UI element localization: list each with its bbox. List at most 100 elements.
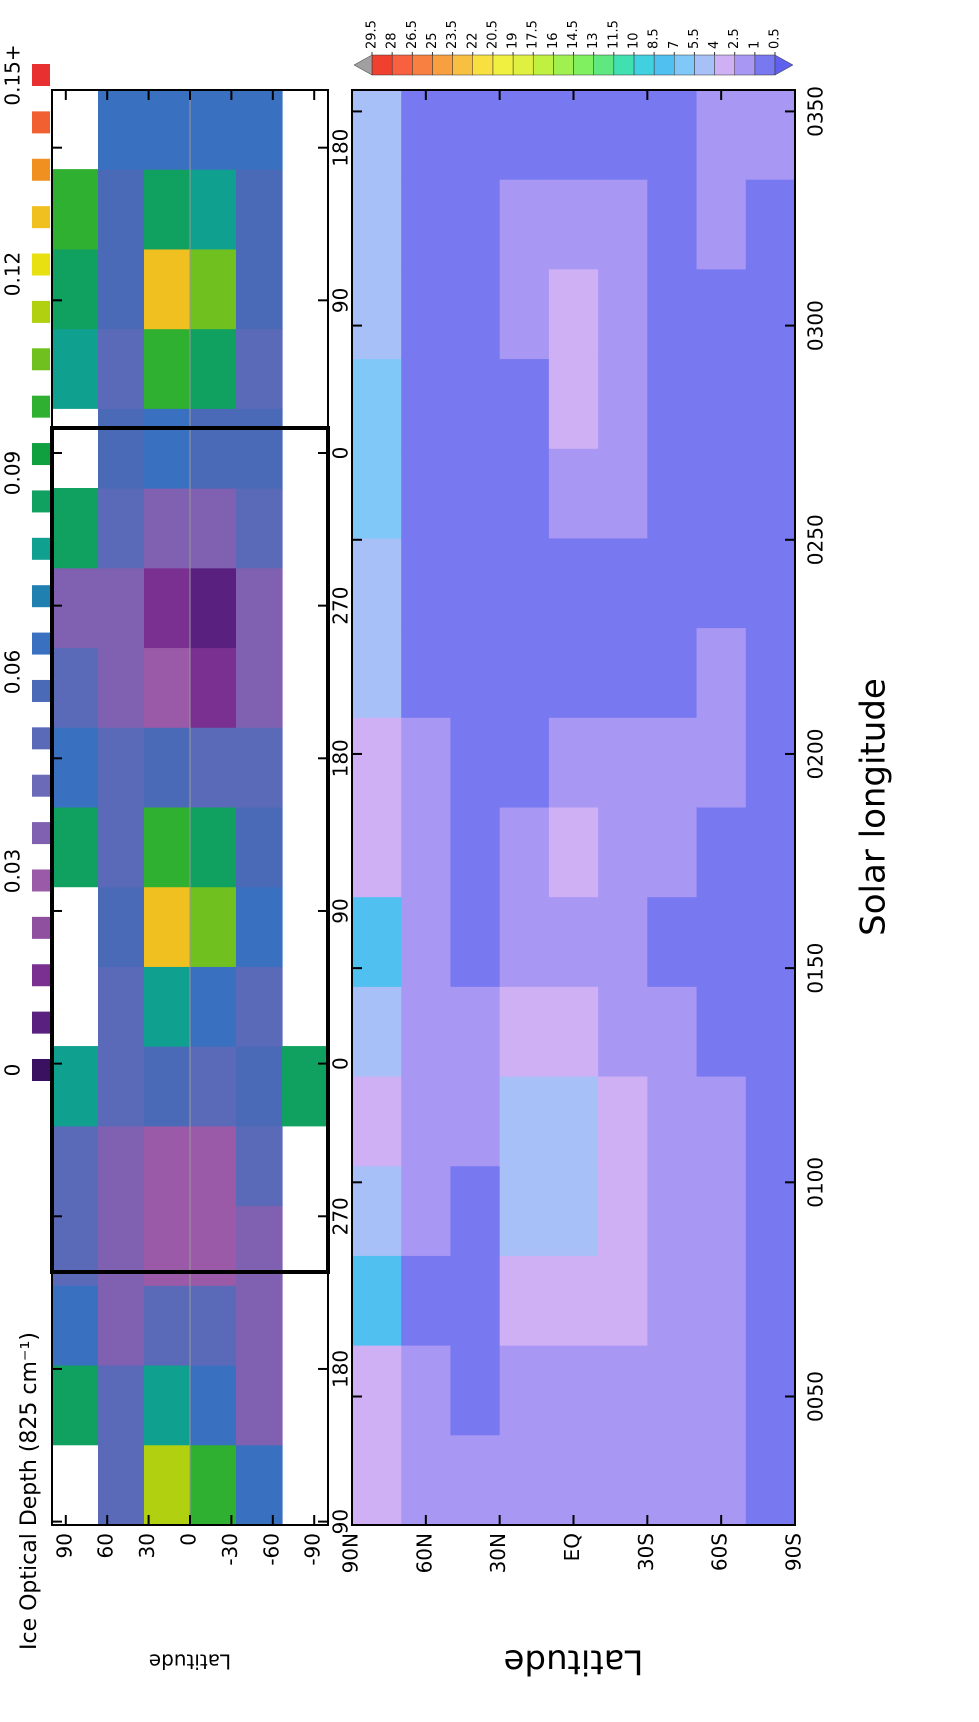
heatmap-cell bbox=[144, 1364, 191, 1446]
legend-swatch bbox=[32, 632, 50, 655]
heatmap-cell bbox=[52, 647, 99, 728]
heatmap-cell bbox=[548, 627, 599, 718]
colorbar-label: 7 bbox=[667, 41, 682, 49]
y-tick-label: -90 bbox=[301, 1533, 325, 1566]
heatmap-cell bbox=[98, 169, 145, 250]
heatmap-cell bbox=[401, 806, 452, 898]
heatmap-cell bbox=[598, 806, 648, 898]
heatmap-cell bbox=[144, 1205, 191, 1286]
heatmap-cell bbox=[598, 1345, 648, 1436]
heatmap-cell bbox=[236, 248, 283, 330]
legend-label: 0 bbox=[1, 1064, 25, 1077]
heatmap-cell bbox=[450, 627, 501, 718]
heatmap-cell bbox=[236, 647, 283, 728]
legend-swatch bbox=[32, 585, 50, 608]
heatmap-cell bbox=[696, 1345, 747, 1436]
heatmap-cell bbox=[401, 358, 452, 449]
heatmap-cell bbox=[598, 1165, 648, 1256]
heatmap-cell bbox=[548, 1434, 599, 1525]
heatmap-cell bbox=[236, 1364, 283, 1446]
heatmap-cell bbox=[647, 1434, 698, 1525]
legend-swatch bbox=[32, 1059, 50, 1081]
heatmap-cell bbox=[696, 448, 747, 539]
heatmap-cell bbox=[745, 627, 796, 718]
x-tick-label: 270 bbox=[329, 587, 353, 625]
heatmap-cell bbox=[98, 647, 145, 728]
heatmap-cell bbox=[98, 89, 145, 170]
colorbar-label: 0.5 bbox=[768, 28, 783, 49]
heatmap-cell bbox=[52, 488, 99, 569]
y-tick-label: 60 bbox=[94, 1533, 118, 1558]
heatmap-cell bbox=[190, 1205, 237, 1286]
legend-swatch bbox=[32, 253, 50, 276]
x-tick-label: 0050 bbox=[804, 1371, 828, 1422]
colorbar-box bbox=[633, 54, 655, 76]
heatmap-cell bbox=[499, 1165, 550, 1256]
heatmap-cell bbox=[352, 896, 402, 987]
heatmap-cell bbox=[696, 1434, 747, 1525]
heatmap-cell bbox=[745, 448, 796, 539]
heatmap-cell bbox=[144, 647, 191, 728]
colorbar-box bbox=[714, 54, 735, 76]
heatmap-cell bbox=[647, 358, 698, 449]
heatmap-cell bbox=[696, 986, 747, 1077]
heatmap-cell bbox=[499, 537, 550, 629]
heatmap-cell bbox=[450, 896, 501, 987]
y-tick-label: 90 bbox=[52, 1533, 76, 1558]
heatmap-cell bbox=[745, 1434, 796, 1525]
heatmap-cell bbox=[499, 1345, 550, 1436]
legend-label: 0.15+ bbox=[1, 44, 25, 105]
x-tick-label: 0350 bbox=[804, 86, 828, 137]
colorbar-box bbox=[432, 54, 453, 76]
heatmap-cell bbox=[236, 1285, 283, 1366]
colorbar-box bbox=[613, 54, 635, 76]
heatmap-cell bbox=[98, 1364, 145, 1446]
heatmap-cell bbox=[548, 986, 599, 1077]
heatmap-cell bbox=[236, 567, 283, 649]
heatmap-cell bbox=[190, 1444, 237, 1525]
heatmap-cell bbox=[236, 1125, 283, 1207]
heatmap-cell bbox=[548, 89, 599, 180]
heatmap-cell bbox=[647, 1075, 698, 1167]
heatmap-cell bbox=[450, 1434, 501, 1525]
heatmap-cell bbox=[745, 1075, 796, 1167]
heatmap-cell bbox=[352, 537, 402, 629]
heatmap-cell bbox=[499, 89, 550, 180]
heatmap-cell bbox=[745, 537, 796, 629]
heatmap-cell bbox=[499, 1255, 550, 1346]
colorbar-box bbox=[573, 54, 594, 76]
heatmap-cell bbox=[352, 806, 402, 898]
heatmap-cell bbox=[696, 1255, 747, 1346]
heatmap-cell bbox=[450, 1165, 501, 1256]
heatmap-cell bbox=[499, 448, 550, 539]
heatmap-cell bbox=[647, 1165, 698, 1256]
heatmap-cell bbox=[598, 268, 648, 360]
heatmap-cell bbox=[190, 408, 237, 489]
heatmap-cell bbox=[598, 89, 648, 180]
colorbar-label: 14.5 bbox=[566, 20, 581, 49]
heatmap-cell bbox=[190, 647, 237, 728]
heatmap-cell bbox=[144, 567, 191, 649]
colorbar-box bbox=[371, 54, 393, 76]
heatmap-cell bbox=[144, 886, 191, 967]
heatmap-cell bbox=[236, 886, 283, 967]
colorbar-label: 2.5 bbox=[727, 28, 742, 49]
heatmap-cell bbox=[450, 179, 501, 270]
heatmap-cell bbox=[98, 408, 145, 489]
x-tick-label: 180 bbox=[329, 1350, 353, 1388]
heatmap-cell bbox=[52, 328, 99, 409]
heatmap-cell bbox=[499, 268, 550, 360]
heatmap-cell bbox=[401, 896, 452, 987]
heatmap-cell bbox=[745, 179, 796, 270]
heatmap-cell bbox=[401, 627, 452, 718]
heatmap-cell bbox=[352, 627, 402, 718]
heatmap-cell bbox=[190, 248, 237, 330]
colorbar-box bbox=[653, 54, 675, 76]
heatmap-cell bbox=[352, 986, 402, 1077]
heatmap-cell bbox=[190, 1046, 237, 1127]
x-tick-label: 90 bbox=[329, 288, 353, 313]
heatmap-cell bbox=[98, 1285, 145, 1366]
heatmap-cell bbox=[352, 358, 402, 449]
heatmap-cell bbox=[190, 1364, 237, 1446]
heatmap-cell bbox=[98, 806, 145, 888]
